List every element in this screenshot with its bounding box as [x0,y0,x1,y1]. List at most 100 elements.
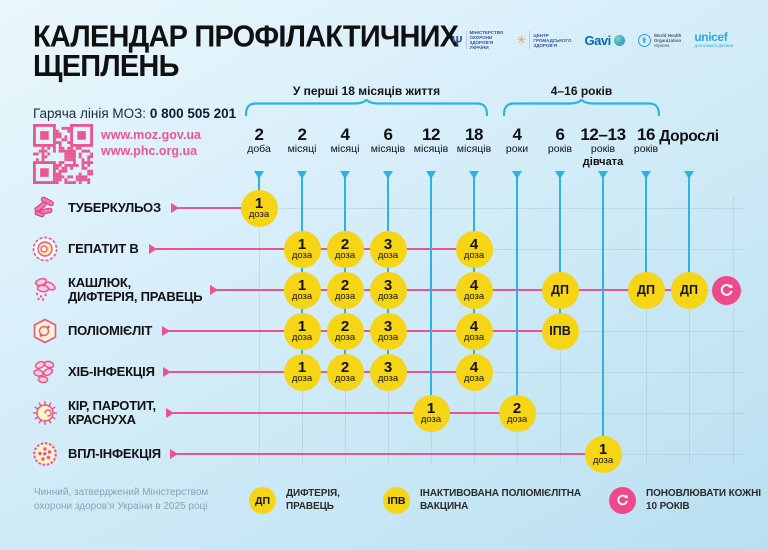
column-timeline [429,176,433,413]
disease-name: ВПЛ-ІНФЕКЦІЯ [68,445,161,461]
column-header: 18 місяців [456,125,492,155]
dose-marker: 3 доза [369,353,407,391]
grid-line [689,196,690,463]
qr-code [33,124,93,184]
row-arrow-icon [171,203,179,213]
row-timeline [177,452,603,456]
row-arrow-icon [163,367,171,377]
phc-link[interactable]: www.phc.org.ua [101,143,198,158]
legend-ipv-text: ІНАКТИВОВАНА ПОЛІОМІЄЛІТНА ВАКЦИНА [420,488,582,512]
column-header: 6 років [547,125,573,155]
dose-marker: 1 доза [412,394,450,432]
repeat-icon [712,275,741,305]
website-links: www.moz.gov.ua www.phc.org.ua [101,128,201,159]
repeat-every-10-years-icon [609,487,636,514]
unicef-logo: unicef для кожної дитини [694,30,733,48]
dose-marker: 1 доза [584,435,622,473]
pin-marker-icon [511,171,522,179]
legend: ДП ДИФТЕРІЯ, ПРАВЕЦЬ ІПВ ІНАКТИВОВАНА ПО… [249,487,761,514]
who-logo: ⚕ World Health Organization Україна [637,33,681,48]
dose-marker: 3 доза [369,271,407,309]
column-header: 6 місяців [370,125,406,155]
footer-note: Чинний, затверджений Міністерством охоро… [34,487,209,512]
pin-marker-icon [296,171,307,179]
ipv-badge: ІПВ [383,487,410,514]
pin-marker-icon [425,171,436,179]
pin-marker-icon [554,171,565,179]
row-timeline [178,206,259,210]
hpv-icon [31,440,59,468]
dose-marker: 2 доза [498,394,536,432]
polio-icon [31,317,59,345]
column-header: 12–13 років дівчата [580,125,626,168]
column-header: 12 місяців [413,125,449,155]
pin-marker-icon [253,171,264,179]
sun-icon: ✳ [516,33,527,47]
pin-marker-icon [640,171,651,179]
hotline-number: 0 800 505 201 [149,106,237,121]
disease-name: ТУБЕРКУЛЬОЗ [68,199,161,215]
disease-name: ХІБ-ІНФЕКЦІЯ [68,363,155,379]
grid-line [646,196,647,463]
row-arrow-icon [166,408,174,418]
disease-row-label: ТУБЕРКУЛЬОЗ [31,191,161,225]
disease-name: ПОЛІОМІЄЛІТ [68,322,153,338]
column-timeline [515,176,519,413]
gavi-logo: Gavi [585,33,625,48]
disease-row-label: КІР, ПАРОТИТ, КРАСНУХА [31,396,156,430]
dose-marker: 1 доза [283,230,321,268]
dose-marker: 1 доза [283,353,321,391]
age-group-label: У перші 18 місяців життя [292,84,441,98]
column-header: Дорослі [659,128,719,145]
legend-item-repeat: ПОНОВЛЮВАТИ КОЖНІ 10 РОКІВ [609,487,761,514]
pin-marker-icon [597,171,608,179]
disease-row-label: ПОЛІОМІЄЛІТ [31,314,152,348]
disease-name: КІР, ПАРОТИТ, КРАСНУХА [68,397,156,427]
public-health-center-logo: ✳ ЦЕНТР ГРОМАДСЬКОГО ЗДОРОВ'Я [516,31,572,49]
disease-name: КАШЛЮК, ДИФТЕРІЯ, ПРАВЕЦЬ [68,274,203,304]
legend-item-dp: ДП ДИФТЕРІЯ, ПРАВЕЦЬ [249,487,383,514]
dose-marker: ДП [670,271,708,309]
hib-icon [31,358,59,386]
measles-mumps-rubella-icon [31,399,59,427]
moz-link[interactable]: www.moz.gov.ua [101,128,202,142]
row-timeline [169,329,560,333]
row-timeline [170,370,474,374]
page-title-line2: ЩЕПЛЕНЬ [33,49,179,84]
age-group-brace [503,99,660,117]
dose-marker: 4 доза [455,312,493,350]
row-arrow-icon [162,326,170,336]
dose-marker: ІПВ [541,312,579,350]
disease-row-label: ХІБ-ІНФЕКЦІЯ [31,355,155,389]
column-header: 4 місяці [330,125,360,155]
tuberculosis-icon [31,194,59,222]
disease-row-label: ВПЛ-ІНФЕКЦІЯ [31,437,161,471]
pin-marker-icon [339,171,350,179]
column-header: 16 років [633,125,659,155]
dose-marker: 4 доза [455,353,493,391]
grid-line [247,372,744,373]
column-timeline [687,176,691,290]
column-header: 2 місяці [287,125,317,155]
dose-marker: 1 доза [283,312,321,350]
who-emblem-icon: ⚕ [637,33,651,47]
dose-marker: 1 доза [283,271,321,309]
dose-marker: 2 доза [326,353,364,391]
legend-item-ipv: ІПВ ІНАКТИВОВАНА ПОЛІОМІЄЛІТНА ВАКЦИНА [383,487,609,514]
page-title-line1: КАЛЕНДАР ПРОФІЛАКТИЧНИХ [33,19,459,54]
moz-ukraine-logo: Ψ МІНІСТЕРСТВО ОХОРОНИ ЗДОРОВ'Я УКРАЇНИ [452,30,504,50]
age-group-label: 4–16 років [550,84,613,98]
column-header: 2 доба [247,125,271,155]
pin-marker-icon [468,171,479,179]
pin-marker-icon [382,171,393,179]
pertussis-diphtheria-tetanus-icon [31,276,59,304]
dose-marker: 3 доза [369,230,407,268]
page-title: КАЛЕНДАР ПРОФІЛАКТИЧНИХ ЩЕПЛЕНЬ [33,19,459,84]
row-arrow-icon [170,449,178,459]
dose-marker: 2 доза [326,312,364,350]
legend-repeat-text: ПОНОВЛЮВАТИ КОЖНІ 10 РОКІВ [646,488,761,512]
column-timeline [601,176,605,454]
dose-marker: ДП [627,271,665,309]
